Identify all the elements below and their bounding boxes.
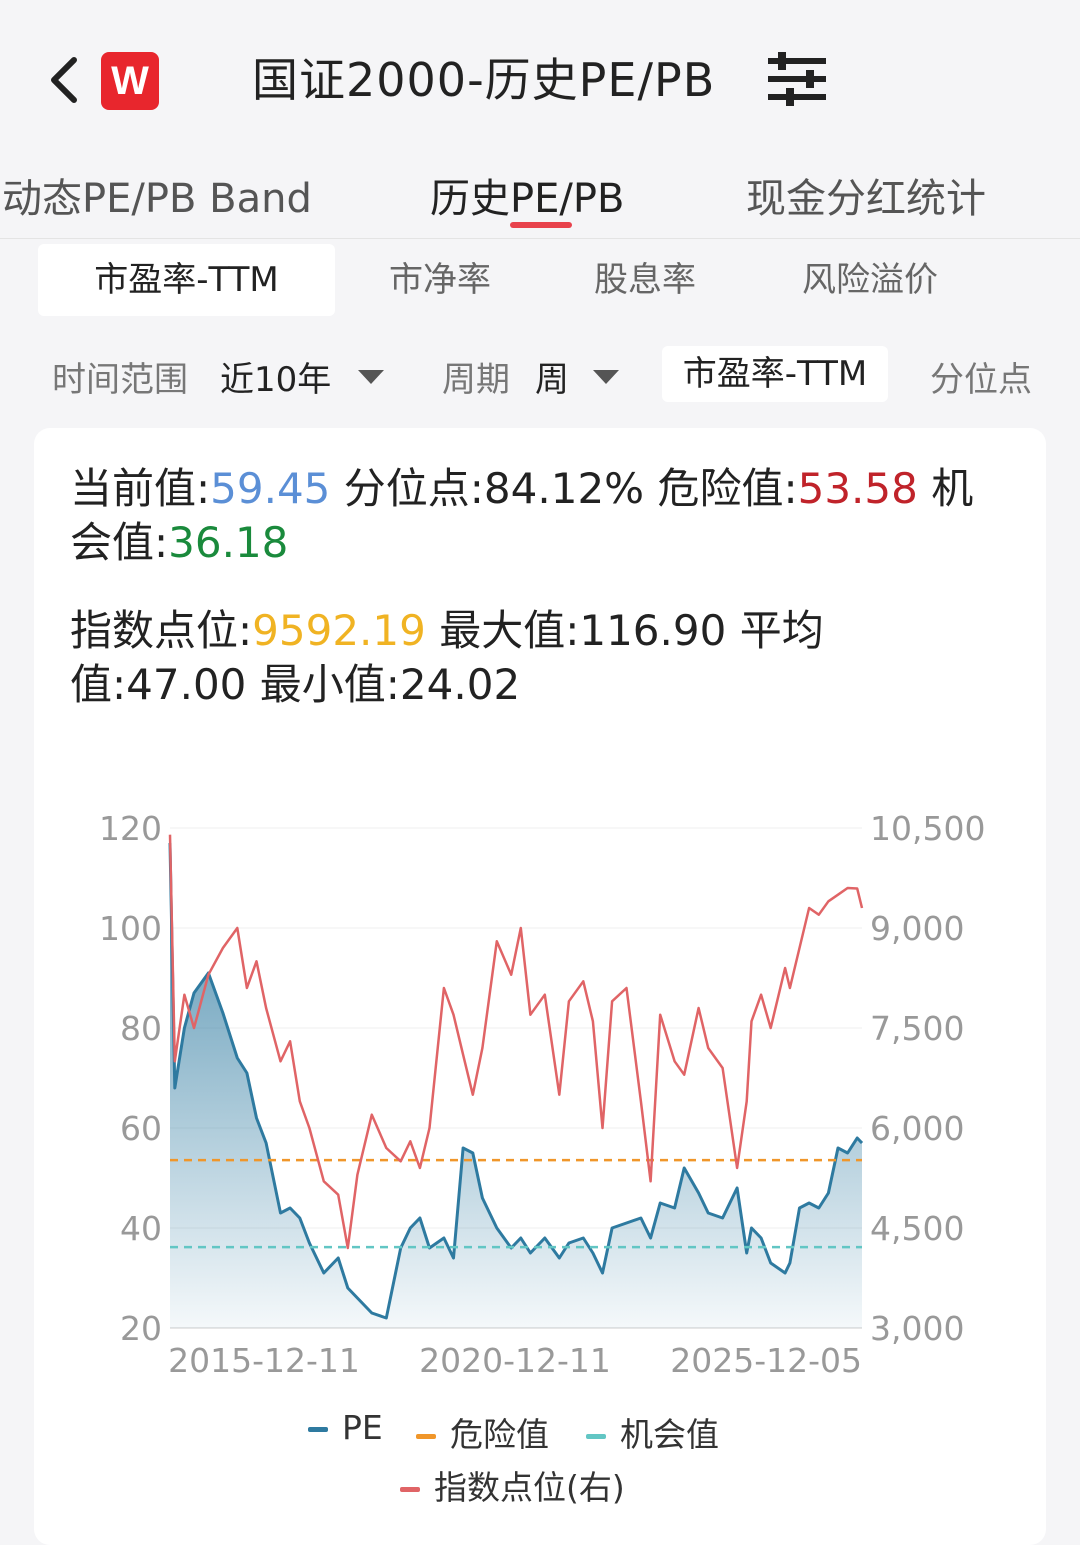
range-label: 时间范围 [52,360,188,400]
legend-opportunity-swatch [586,1434,606,1439]
chevron-down-icon[interactable] [593,370,619,384]
legend-index-swatch [400,1487,420,1492]
y-right-tick-label: 7,500 [870,1009,964,1048]
filter-bar: 时间范围 近10年 周期 周 市盈率-TTM 分位点 [0,342,1080,404]
x-tick-label: 2015-12-11 [168,1341,360,1380]
opportunity-value: 36.18 [168,518,289,567]
pe-line [168,842,864,1320]
y-left-tick-label: 40 [120,1209,162,1248]
x-tick-label: 2020-12-11 [419,1341,611,1380]
index-line [168,834,864,1250]
sliders-icon[interactable] [766,52,828,106]
active-tab-indicator [510,222,572,228]
y-left-tick-label: 60 [120,1109,162,1148]
current-label: 当前值: [70,464,211,513]
metric-subtabs: 市盈率-TTM 市净率 股息率 风险溢价 [0,244,1080,320]
danger-value: 53.58 [797,464,918,513]
subtab-risk-premium[interactable]: 风险溢价 [802,260,938,300]
average-label-a: 平均 [739,606,824,655]
opportunity-label-b: 会值: [70,518,169,567]
tab-history-pe-pb[interactable]: 历史PE/PB [430,176,625,222]
period-select[interactable]: 周 [535,360,569,400]
y-left-tick-label: 120 [99,809,162,848]
max-label: 最大值: [439,606,580,655]
legend-pe-swatch [308,1427,328,1432]
percentile-value: 84.12% [483,464,645,513]
tab-cash-dividend[interactable]: 现金分红统计 [746,176,986,222]
legend-opportunity[interactable]: 机会值 [586,1408,719,1456]
max-value: 116.90 [579,606,727,655]
average-value: 47.00 [126,660,247,709]
subtab-pb[interactable]: 市净率 [389,260,491,300]
current-value: 59.45 [210,464,331,513]
opportunity-label-a: 机 [931,464,974,513]
legend-danger-swatch [416,1434,436,1439]
y-left-tick-label: 80 [120,1009,162,1048]
min-value: 24.02 [399,660,521,709]
metric-filter-pill[interactable]: 市盈率-TTM [662,346,888,402]
stats-line-4: 值:47.00 最小值:24.02 [70,658,520,712]
stats-line-1: 当前值:59.45 分位点:84.12% 危险值:53.58 机 [70,462,973,516]
average-label-b: 值: [70,660,127,709]
y-right-tick-label: 4,500 [870,1209,964,1248]
stats-line-3: 指数点位:9592.19 最大值:116.90 平均 [70,604,824,658]
tab-dynamic-pe-pb-band[interactable]: 动态PE/PB Band [2,176,312,222]
pe-area [170,843,862,1328]
legend-danger[interactable]: 危险值 [416,1408,549,1456]
y-right-tick-label: 9,000 [870,909,964,948]
app-header: W 国证2000-历史PE/PB [0,0,1080,160]
y-right-tick-label: 6,000 [870,1109,964,1148]
range-select[interactable]: 近10年 [220,360,332,400]
main-tabs: 动态PE/PB Band 历史PE/PB 现金分红统计 [0,160,1080,239]
min-label: 最小值: [259,660,400,709]
x-tick-label: 2025-12-05 [670,1341,862,1380]
y-right-tick-label: 3,000 [870,1309,964,1348]
index-label: 指数点位: [70,606,253,655]
percentile-label: 分位点: [343,464,484,513]
stats-line-2: 会值:36.18 [70,516,288,570]
subtab-pe-ttm[interactable]: 市盈率-TTM [38,244,335,316]
percentile-filter[interactable]: 分位点 [930,360,1032,400]
y-left-tick-label: 20 [120,1309,162,1348]
index-value: 9592.19 [252,606,426,655]
danger-label: 危险值: [657,464,798,513]
legend-index[interactable]: 指数点位(右) [400,1461,625,1509]
app-logo[interactable]: W [101,52,159,110]
chevron-left-icon[interactable] [42,52,86,108]
y-right-tick-label: 10,500 [870,809,985,848]
y-left-tick-label: 100 [99,909,162,948]
pe-history-chart[interactable]: 120 10,500 100 9,000 80 7,500 60 6,000 40 4,500 20… [0,790,1080,1390]
chevron-down-icon[interactable] [358,370,384,384]
page-title: 国证2000-历史PE/PB [252,53,716,107]
subtab-dividend-yield[interactable]: 股息率 [594,260,696,300]
legend-pe[interactable]: PE [308,1408,383,1447]
period-label: 周期 [442,360,510,400]
